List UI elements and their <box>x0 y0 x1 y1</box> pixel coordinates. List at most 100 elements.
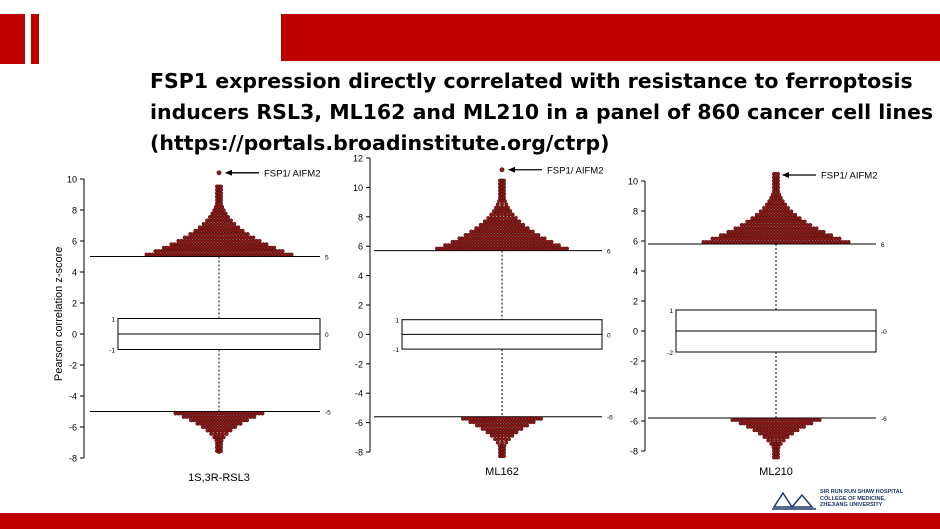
chart3-y-tick-label: -8 <box>630 447 638 457</box>
chart1-outlier-point <box>244 418 249 423</box>
chart2-box-label-upper: 1 <box>395 318 399 325</box>
chart2-outlier-point <box>502 188 507 193</box>
chart2-outlier-point <box>502 450 507 455</box>
chart2-y-tick-label: -8 <box>355 448 363 458</box>
chart2-outlier-point <box>500 216 505 221</box>
chart2-outlier-point <box>486 216 491 221</box>
chart2-outlier-point <box>503 212 508 217</box>
chart2-outlier-point <box>500 202 505 207</box>
chart1-outlier-point-min <box>216 449 222 454</box>
chart1-outlier-point <box>218 184 223 189</box>
chart2-outlier-point <box>565 246 570 251</box>
chart3-outlier-point <box>774 199 779 204</box>
chart2-y-tick-label: 8 <box>358 212 363 222</box>
chart3-outlier-point <box>785 205 790 210</box>
header-bar <box>281 14 940 61</box>
chart3-outlier-point <box>821 229 826 234</box>
chart2-y-tick-label: -2 <box>355 359 363 369</box>
chart2-outlier-point <box>495 202 500 207</box>
chart2-outlier-point <box>500 440 505 445</box>
chart2-y-tick-label: -6 <box>355 418 363 428</box>
chart2-outlier-point <box>536 233 541 238</box>
chart2-outlier-point <box>502 199 507 204</box>
logo-line-1: SIR RUN RUN SHAW HOSPITAL <box>820 489 904 495</box>
chart1-whisker-label-lower: -5 <box>325 410 331 417</box>
chart1-outlier-point <box>257 238 262 243</box>
chart1-outlier-point <box>238 421 243 426</box>
chart3-y-tick-label: -2 <box>630 357 638 367</box>
chart2-outlier-point <box>542 236 547 241</box>
chart3-outlier-point <box>776 178 781 183</box>
chart2-outlier-point <box>496 212 501 217</box>
chart3-box-label-upper: 1 <box>669 308 673 315</box>
university-logo-text: SIR RUN RUN SHAW HOSPITAL COLLEGE OF MED… <box>820 489 903 509</box>
chart2-box-label-lower: -1 <box>393 347 399 354</box>
chart3-outlier-point <box>777 438 782 443</box>
chart1-outlier-point <box>210 211 215 216</box>
chart3-y-tick-label: -4 <box>630 387 638 397</box>
chart3-outlier-point <box>778 441 783 446</box>
chart2-outlier-point <box>502 182 507 187</box>
chart3-outlier-point <box>802 219 807 224</box>
chart3-fsp1-point <box>773 172 779 178</box>
chart1-outlier-point <box>220 431 225 436</box>
chart1-outlier-point <box>216 431 221 436</box>
chart2-outlier-point <box>507 212 512 217</box>
chart1-y-tick-label: 6 <box>72 237 77 247</box>
chart3-outlier-point <box>776 185 781 190</box>
title-line-2: inducers RSL3, ML162 and ML210 in a pane… <box>150 100 934 124</box>
chart3-outlier-point <box>780 199 785 204</box>
chart1-outlier-point <box>221 435 226 440</box>
chart1-y-tick-label: 4 <box>72 268 77 278</box>
chart2-outlier-point <box>539 416 544 421</box>
chart1-outlier-point <box>232 221 237 226</box>
chart3-outlier-point <box>814 226 819 231</box>
corner-block-right <box>31 14 39 64</box>
chart2-y-tick-label: -4 <box>355 389 363 399</box>
chart1-outlier-point <box>209 431 214 436</box>
chart2-outlier-point <box>510 433 515 438</box>
chart1-outlier-point <box>223 211 228 216</box>
chart1-outlier-point <box>219 438 224 443</box>
chart2-outlier-point <box>492 212 497 217</box>
chart1-outlier-point <box>218 198 223 203</box>
chart2-outlier-point <box>496 437 501 442</box>
university-logo <box>772 491 816 510</box>
chart2-outlier-point <box>503 437 508 442</box>
chart3-outlier-point <box>776 445 781 450</box>
chart1-annotation-label: FSP1/ AIFM2 <box>264 168 321 179</box>
chart2-outlier-point <box>525 423 530 428</box>
title-line-1: FSP1 expression directly correlated with… <box>150 69 913 93</box>
chart2-outlier-point <box>496 433 501 438</box>
title-line-3: (https://portals.broadinstitute.org/ctrp… <box>150 131 610 155</box>
chart2-outlier-point <box>504 202 509 207</box>
chart2-outlier-point <box>506 437 511 442</box>
chart2-outlier-point <box>506 205 511 210</box>
chart1-outlier-point <box>236 225 241 230</box>
chart3-y-tick-label: 10 <box>628 177 638 187</box>
chart2-outlier-point <box>493 433 498 438</box>
chart2-outlier-point <box>493 216 498 221</box>
chart3-outlier-point <box>829 233 834 238</box>
chart2-x-axis-label: ML162 <box>485 466 519 478</box>
chart1-outlier-point <box>280 249 285 254</box>
chart2-y-tick-label: 12 <box>353 154 363 164</box>
chart3-outlier-point <box>778 195 783 200</box>
chart2-y-tick-label: 10 <box>353 183 363 193</box>
chart1-median-label: 0 <box>325 332 329 339</box>
chart2-outlier-point <box>508 209 513 214</box>
chart1-box-label-upper: 1 <box>111 317 115 324</box>
chart1-outlier-point <box>245 232 250 237</box>
chart2-outlier-point <box>517 219 522 224</box>
chart3-outlier-point <box>797 216 802 221</box>
chart2-outlier-point <box>500 212 505 217</box>
chart2-fsp1-point <box>499 167 505 173</box>
chart1-fsp1-point <box>216 170 222 176</box>
chart1-y-tick-label: 2 <box>72 299 77 309</box>
chart2-y-tick-label: 0 <box>358 330 363 340</box>
chart2-annotation-label: FSP1/ AIFM2 <box>547 165 604 176</box>
chart3-outlier-point <box>776 188 781 193</box>
chart2-whisker-label-lower: -6 <box>607 415 613 422</box>
chart3-y-tick-label: 4 <box>633 267 638 277</box>
